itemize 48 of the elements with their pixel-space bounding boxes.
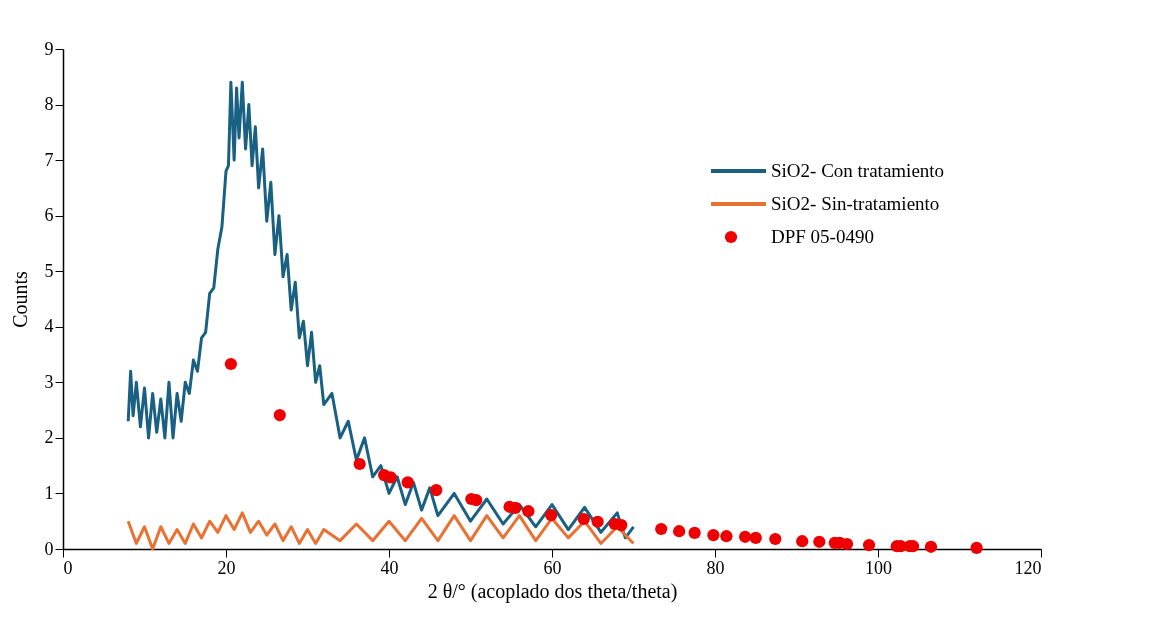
x-tick-label: 60	[543, 557, 562, 578]
point	[862, 539, 876, 552]
legend-label: SiO2- Con tratamiento	[771, 160, 945, 181]
point	[840, 537, 854, 551]
y-tick-label: 5	[44, 260, 54, 281]
y-tick-label: 1	[44, 482, 54, 503]
y-tick-label: 3	[44, 371, 54, 392]
point	[688, 526, 701, 539]
y-tick-label: 6	[44, 205, 54, 226]
point	[353, 457, 366, 471]
y-tick-label: 2	[44, 427, 54, 448]
x-tick-label: 100	[865, 557, 892, 578]
x-tick-label: 20	[217, 557, 236, 578]
point	[720, 530, 733, 543]
point	[224, 357, 238, 371]
point	[615, 519, 628, 532]
point	[813, 535, 826, 548]
y-tick-label: 9	[44, 38, 54, 59]
x-tick-label: 0	[63, 557, 73, 578]
x-tick-label: 120	[1014, 557, 1042, 578]
line-series	[126, 80, 635, 540]
point	[522, 505, 535, 518]
y-tick-label: 4	[44, 316, 54, 337]
point	[655, 522, 668, 536]
point	[545, 509, 558, 522]
point	[769, 532, 782, 546]
x-axis-title: 2 θ/° (acoplado dos theta/theta)	[427, 579, 678, 603]
point	[739, 530, 752, 543]
y-tick-label: 7	[44, 149, 54, 170]
y-tick-label: 8	[44, 94, 54, 115]
point	[673, 525, 686, 538]
point	[273, 409, 286, 422]
point	[384, 471, 397, 484]
x-tick-label: 80	[706, 557, 725, 578]
point	[401, 476, 414, 489]
y-tick-label: 0	[44, 538, 54, 559]
point	[796, 535, 809, 548]
point	[749, 531, 762, 544]
point	[430, 484, 443, 497]
y-axis-title: Counts	[8, 270, 31, 328]
point	[707, 529, 720, 542]
point	[970, 541, 983, 554]
point	[924, 540, 938, 553]
legend-label: SiO2- Sin-tratamiento	[771, 193, 940, 214]
point	[591, 515, 604, 528]
point	[577, 512, 590, 526]
x-tick-label: 40	[380, 557, 399, 578]
legend-label: DPF 05-0490	[771, 226, 874, 247]
